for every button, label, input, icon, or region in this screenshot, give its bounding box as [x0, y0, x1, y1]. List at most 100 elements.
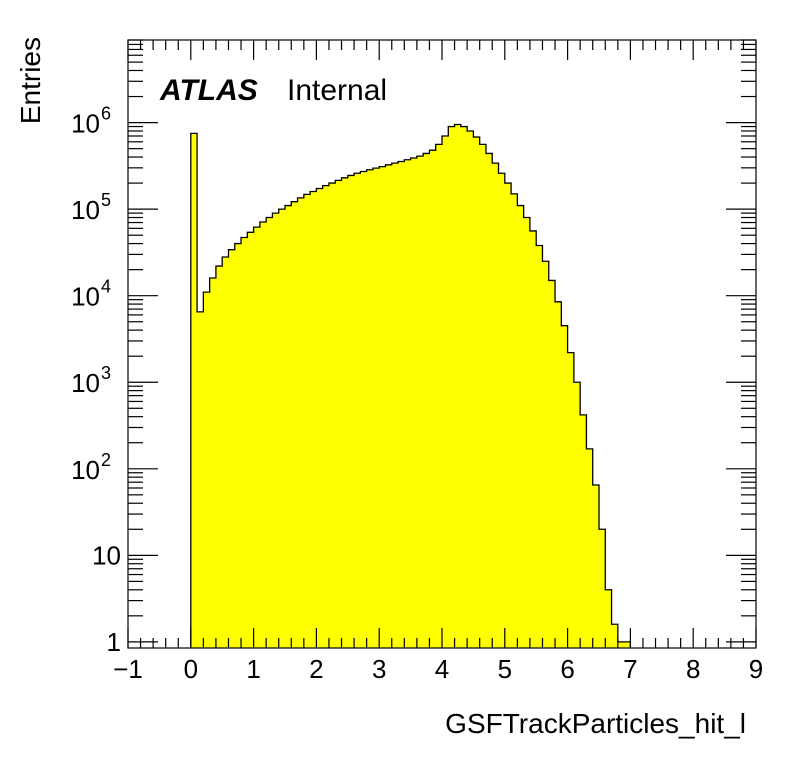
x-tick-label: 5 — [498, 654, 512, 684]
x-axis-title: GSFTrackParticles_hit_l — [445, 708, 746, 739]
histogram-bar — [310, 191, 317, 648]
histogram-bar — [523, 217, 531, 648]
x-tick-label: 4 — [435, 654, 449, 684]
x-tick-label: 3 — [372, 654, 386, 684]
y-tick-label: 1 — [107, 627, 121, 657]
histogram-bar — [586, 448, 594, 648]
histogram-bar — [567, 352, 575, 648]
histogram-bar — [360, 171, 367, 648]
histogram-bar — [203, 292, 210, 648]
histogram-bar — [341, 177, 349, 648]
y-tick-label: 10 — [71, 195, 100, 225]
histogram-bar — [297, 197, 305, 649]
y-tick-label-exponent: 5 — [101, 190, 111, 210]
histogram-bar — [410, 157, 418, 648]
histogram-bar — [228, 249, 236, 648]
histogram-bar — [398, 161, 405, 648]
histogram-bar — [442, 135, 449, 648]
y-tick-label: 10 — [71, 455, 100, 485]
histogram-bar — [241, 237, 248, 648]
y-tick-label-exponent: 6 — [101, 104, 111, 124]
histogram-bar — [460, 126, 468, 648]
histogram-bar — [234, 243, 242, 648]
histogram-bar — [517, 205, 524, 649]
y-tick-label-exponent: 3 — [101, 363, 111, 383]
histogram-bar — [529, 230, 537, 648]
histogram-bar — [473, 137, 480, 648]
histogram-bar — [454, 124, 462, 648]
histogram-bar — [391, 163, 399, 648]
histogram-bar — [328, 183, 336, 648]
histogram-bar — [423, 153, 430, 648]
histogram-bar — [592, 484, 600, 648]
y-tick-label-exponent: 4 — [101, 277, 111, 297]
histogram-bar — [611, 624, 619, 648]
histogram-bar — [285, 205, 292, 649]
histogram-bar — [492, 163, 499, 648]
histogram-bar — [215, 266, 223, 648]
histogram-bar — [266, 217, 273, 648]
histogram-bar — [580, 414, 587, 648]
histogram-bar — [555, 301, 562, 648]
histogram-bar — [379, 166, 386, 648]
histogram-bar — [617, 641, 625, 648]
y-tick-label: 10 — [71, 368, 100, 398]
histogram-bar — [259, 222, 267, 648]
histogram-bar — [385, 164, 393, 649]
y-tick-label: 10 — [92, 540, 121, 570]
histogram-bar — [416, 156, 424, 649]
histogram-bar — [561, 325, 568, 648]
histogram-bar — [190, 133, 198, 648]
histogram-bar — [511, 193, 518, 649]
x-tick-label: 0 — [184, 654, 198, 684]
y-tick-label: 10 — [71, 109, 100, 139]
histogram-bar — [222, 256, 229, 648]
histogram-bar — [335, 180, 342, 648]
histogram-outline-path — [190, 123, 632, 648]
histogram-bar — [197, 311, 204, 648]
histogram-bar — [435, 144, 443, 648]
histogram-bar — [253, 227, 261, 649]
histogram-bar — [429, 150, 437, 648]
x-tick-label: −1 — [113, 654, 143, 684]
histogram-bar — [573, 382, 581, 648]
y-axis-title: Entries — [15, 37, 46, 124]
histogram-bar — [303, 194, 311, 648]
y-tick-label: 10 — [71, 282, 100, 312]
histogram-bar — [467, 130, 474, 648]
histogram-bar — [548, 280, 556, 648]
histogram-bar — [479, 144, 487, 648]
x-tick-label: 7 — [623, 654, 637, 684]
histogram-bar — [322, 185, 330, 648]
x-tick-label: 9 — [749, 654, 763, 684]
histogram-bar — [448, 126, 455, 648]
atlas-label: ATLAS — [159, 74, 258, 107]
y-tick-label-exponent: 2 — [101, 450, 111, 470]
histogram-bar — [366, 169, 374, 648]
histogram-bar — [247, 232, 254, 648]
x-tick-labels: −1 0 1 2 3 4 5 6 7 8 9 — [113, 654, 763, 684]
histogram-outline — [190, 123, 632, 648]
histogram-bar — [624, 641, 631, 648]
histogram-bar — [504, 183, 512, 648]
histogram-bar — [605, 589, 612, 648]
histogram-bar — [291, 201, 298, 648]
histogram-bar — [485, 153, 493, 648]
histogram-bar — [404, 159, 411, 648]
histogram-bar — [372, 168, 380, 648]
histogram-bar — [316, 188, 323, 648]
histogram-bar — [599, 529, 606, 648]
histogram-bar — [278, 209, 286, 648]
x-tick-label: 1 — [246, 654, 260, 684]
x-tick-label: 8 — [686, 654, 700, 684]
histogram-bar — [272, 213, 280, 648]
histogram-bar — [347, 175, 355, 648]
histogram-bar — [542, 261, 550, 648]
histogram-bar — [536, 245, 543, 648]
histogram-bar — [354, 173, 361, 649]
internal-label: Internal — [287, 74, 387, 107]
axis-ticks — [127, 39, 757, 648]
